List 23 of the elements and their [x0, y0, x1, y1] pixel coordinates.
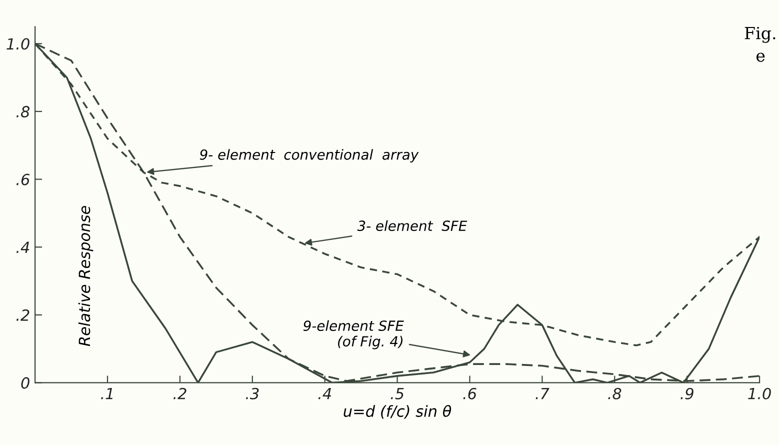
x-tick-label: .8	[608, 388, 622, 400]
x-tick-label: .1	[101, 388, 112, 400]
x-tick-label: .7	[536, 388, 550, 400]
y-tick-label: .6	[16, 174, 30, 186]
x-tick-label: .2	[174, 388, 186, 400]
x-tick-label: .9	[680, 388, 694, 400]
annotation: Fig.	[744, 26, 776, 43]
x-tick-label: .5	[390, 388, 404, 400]
x-tick-label: .3	[246, 388, 259, 400]
x-tick-label: .4	[318, 388, 332, 400]
annotation: 9- element conventional array	[200, 149, 419, 163]
y-tick-label: .2	[16, 309, 30, 321]
x-tick-label: .6	[463, 388, 476, 400]
annotation: e	[756, 52, 765, 62]
y-tick-label: .4	[16, 242, 30, 253]
y-tick-label: .8	[16, 106, 30, 118]
y-tick-label: 1.0	[6, 38, 30, 50]
y-axis-title: Relative Response	[78, 206, 94, 346]
x-tick-label: 1.0	[748, 388, 771, 400]
y-tick-label: 0	[21, 377, 30, 389]
annotation: 3- element SFE	[357, 220, 468, 232]
annotation: 9-element SFE (of Fig. 4)	[303, 320, 404, 350]
x-axis-title: u=d (f/c) sin θ	[344, 405, 452, 419]
